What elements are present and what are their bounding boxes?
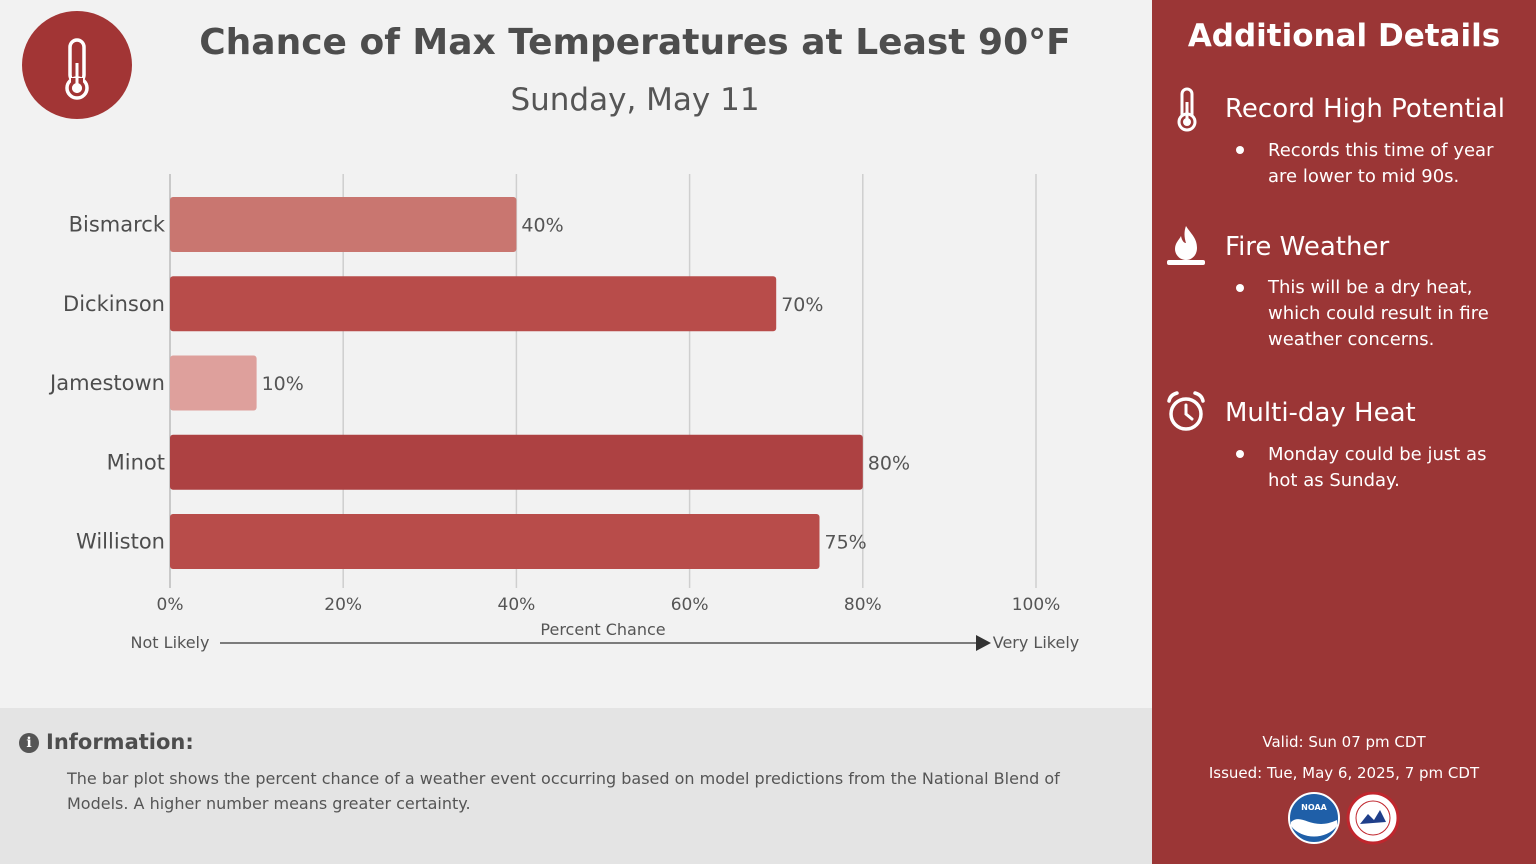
x-tick-label: 40% bbox=[498, 595, 536, 615]
section-text-fire-weather: This will be a dry heat, which could res… bbox=[1268, 277, 1489, 350]
section-title-multi-day-heat: Multi-day Heat bbox=[1225, 398, 1416, 428]
value-label: 75% bbox=[825, 532, 867, 554]
agency-logos: NOAA bbox=[1288, 792, 1400, 845]
chart-title: Chance of Max Temperatures at Least 90°F bbox=[199, 22, 1071, 63]
fire-icon bbox=[1167, 226, 1205, 265]
value-label: 40% bbox=[521, 215, 563, 237]
value-label: 80% bbox=[868, 452, 910, 474]
valid-time: Valid: Sun 07 pm CDT bbox=[1262, 733, 1426, 751]
bar bbox=[170, 197, 517, 252]
bullet-dot bbox=[1236, 284, 1244, 292]
scale-left-label: Not Likely bbox=[131, 633, 210, 652]
noaa-logo: NOAA bbox=[1288, 792, 1340, 844]
section-text-multi-day-heat: Monday could be just as hot as Sunday. bbox=[1268, 444, 1487, 491]
scale-right-label: Very Likely bbox=[993, 633, 1080, 652]
category-label: Williston bbox=[76, 530, 165, 554]
x-tick-label: 20% bbox=[324, 595, 362, 615]
x-tick-label: 60% bbox=[671, 595, 709, 615]
bullet-dot bbox=[1236, 450, 1244, 458]
arrow-head-icon bbox=[976, 635, 991, 651]
section-text-record-high: Records this time of year are lower to m… bbox=[1268, 140, 1494, 187]
category-label: Bismarck bbox=[69, 213, 166, 237]
information-panel: i Information: The bar plot shows the pe… bbox=[0, 708, 1152, 864]
bars bbox=[170, 197, 863, 569]
category-label: Dickinson bbox=[63, 292, 165, 316]
main-panel: Chance of Max Temperatures at Least 90°F… bbox=[22, 11, 1080, 652]
section-title-record-high: Record High Potential bbox=[1225, 94, 1506, 124]
info-heading: Information: bbox=[46, 730, 194, 754]
alarm-clock-icon bbox=[1167, 391, 1205, 431]
bar bbox=[170, 276, 777, 332]
sidebar: Additional Details Record High Potential… bbox=[1152, 0, 1536, 864]
bullet-dot bbox=[1236, 146, 1244, 154]
thermometer-badge bbox=[22, 11, 132, 119]
x-tick-label: 0% bbox=[157, 595, 184, 615]
x-axis-title: Percent Chance bbox=[540, 620, 665, 639]
bar bbox=[170, 355, 257, 411]
thermometer-icon bbox=[1177, 87, 1197, 132]
value-label: 70% bbox=[781, 294, 823, 316]
bar bbox=[170, 434, 863, 490]
noaa-logo-text: NOAA bbox=[1301, 803, 1327, 812]
thermometer-icon bbox=[65, 38, 89, 100]
sidebar-title: Additional Details bbox=[1187, 18, 1501, 54]
nws-logo bbox=[1346, 792, 1400, 845]
category-label: Jamestown bbox=[48, 371, 165, 395]
bar bbox=[170, 514, 820, 569]
x-tick-label: 80% bbox=[844, 595, 882, 615]
info-icon: i bbox=[19, 733, 39, 753]
value-label: 10% bbox=[262, 373, 304, 395]
section-title-fire-weather: Fire Weather bbox=[1225, 232, 1390, 262]
x-tick-label: 100% bbox=[1012, 595, 1061, 615]
bar-chart: 0% 20% 40% 60% 80% 100% Bismarck 40% Dickinson 70… bbox=[48, 174, 1080, 652]
issued-time: Issued: Tue, May 6, 2025, 7 pm CDT bbox=[1208, 764, 1480, 782]
labels: 0% 20% 40% 60% 80% 100% Bismarck 40% Dickinson 70… bbox=[48, 213, 1060, 616]
info-text: The bar plot shows the percent chance of… bbox=[67, 769, 1060, 813]
chart-subtitle: Sunday, May 11 bbox=[510, 82, 760, 118]
category-label: Minot bbox=[107, 450, 165, 474]
